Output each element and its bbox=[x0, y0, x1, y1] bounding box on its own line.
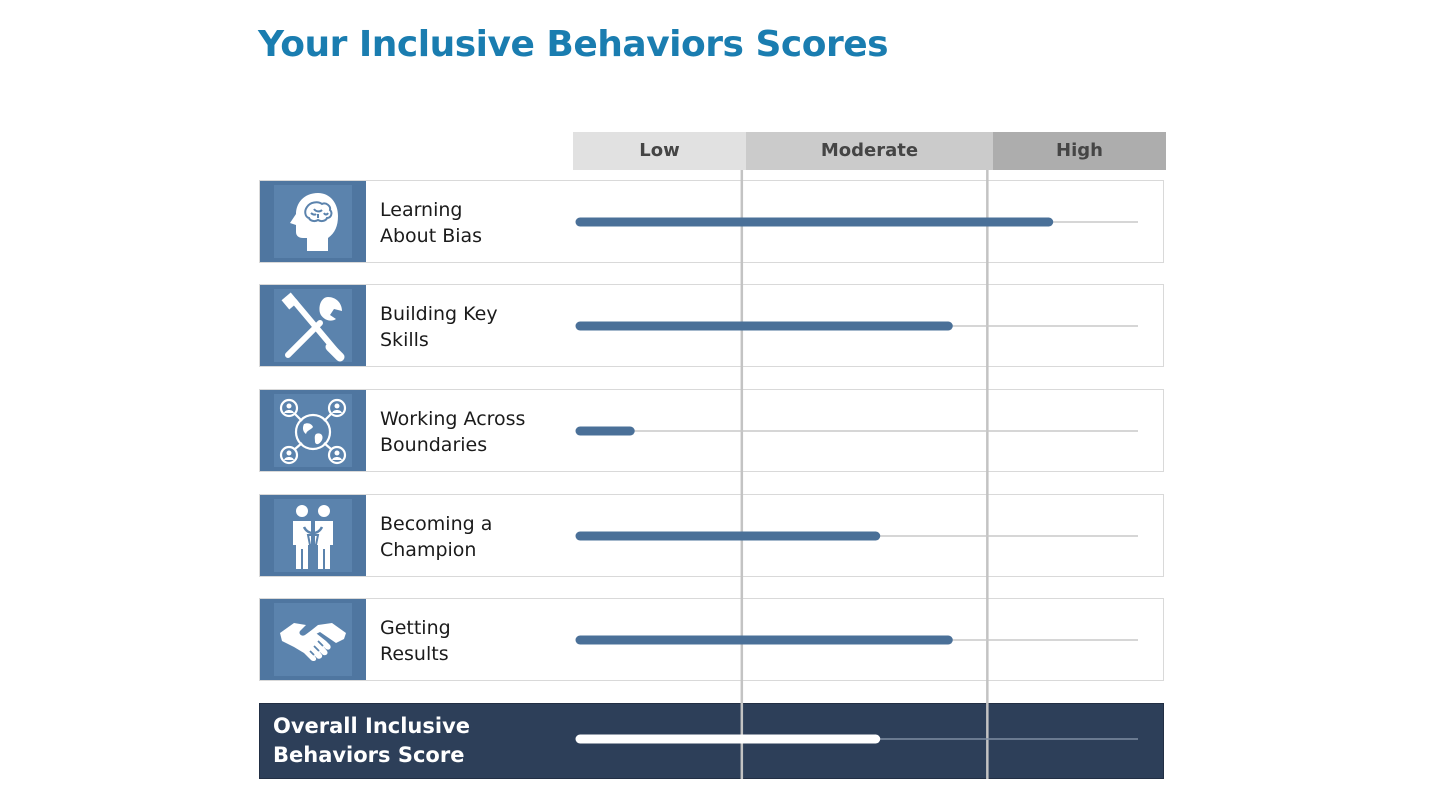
icon-tile bbox=[260, 599, 366, 680]
band-header-high: High bbox=[993, 132, 1166, 170]
score-row-working-across-boundaries: Working Across Boundaries bbox=[259, 389, 1164, 472]
row-label: Becoming a Champion bbox=[380, 513, 493, 561]
band-header-low: Low bbox=[573, 132, 746, 170]
row-label: Building Key Skills bbox=[380, 303, 498, 351]
page-title: Your Inclusive Behaviors Scores bbox=[258, 24, 889, 65]
people-support-icon bbox=[293, 505, 333, 569]
overall-score-row: Overall Inclusive Behaviors Score bbox=[259, 703, 1164, 779]
icon-tile bbox=[260, 495, 366, 576]
brain-head-icon bbox=[290, 193, 338, 251]
score-row-building-key-skills: Building Key Skills bbox=[259, 284, 1164, 367]
tools-icon bbox=[281, 292, 345, 362]
row-label: Learning About Bias bbox=[380, 199, 483, 247]
band-header-moderate: Moderate bbox=[746, 132, 993, 170]
row-label: Working Across Boundaries bbox=[380, 408, 526, 456]
row-label: Getting Results bbox=[380, 617, 451, 665]
icon-tile bbox=[260, 285, 366, 366]
icon-tile bbox=[260, 181, 366, 262]
global-network-icon bbox=[279, 398, 347, 465]
overall-score-label: Overall Inclusive Behaviors Score bbox=[273, 714, 471, 767]
score-row-getting-results: Getting Results bbox=[259, 598, 1164, 681]
icon-tile bbox=[260, 390, 366, 471]
handshake-icon bbox=[280, 623, 346, 662]
score-row-learning-about-bias: Learning About Bias bbox=[259, 180, 1164, 263]
score-row-becoming-a-champion: Becoming a Champion bbox=[259, 494, 1164, 577]
